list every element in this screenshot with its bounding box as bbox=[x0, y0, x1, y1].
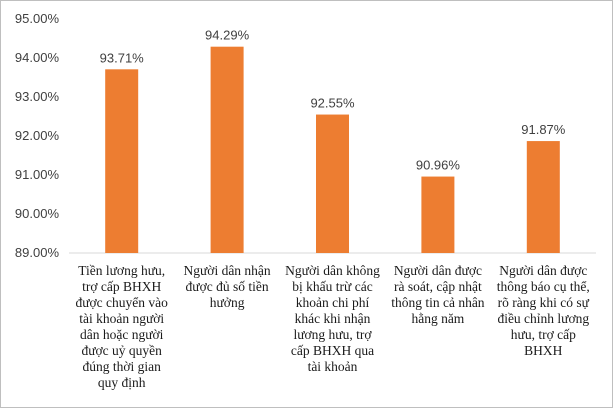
category-label: Tiền lương hưu, trợ cấp BHXH được chuyển… bbox=[75, 263, 168, 390]
category-label: Người dân không bị khấu trừ các khoản ch… bbox=[285, 263, 380, 374]
y-tick-label: 90.00% bbox=[15, 206, 60, 221]
data-label: 90.96% bbox=[416, 158, 461, 173]
bar bbox=[421, 176, 455, 253]
data-label: 93.71% bbox=[100, 50, 145, 65]
bar bbox=[105, 69, 139, 253]
bar bbox=[210, 46, 244, 253]
y-tick-label: 91.00% bbox=[15, 167, 60, 182]
data-label: 92.55% bbox=[310, 96, 355, 111]
y-tick-label: 93.00% bbox=[15, 89, 60, 104]
data-label: 94.29% bbox=[205, 28, 250, 43]
y-tick-label: 89.00% bbox=[15, 245, 60, 260]
y-tick-label: 92.00% bbox=[15, 128, 60, 143]
y-tick-label: 95.00% bbox=[15, 11, 60, 26]
data-label: 91.87% bbox=[521, 122, 566, 137]
category-label: Người dân nhận được đủ số tiền hưởng bbox=[183, 263, 271, 310]
bar bbox=[316, 114, 349, 253]
bar bbox=[526, 141, 560, 253]
y-tick-label: 94.00% bbox=[15, 50, 60, 65]
category-label: Người dân được thông báo cụ thể, rõ ràng… bbox=[496, 263, 590, 358]
category-label: Người dân được rà soát, cập nhật thông t… bbox=[391, 263, 485, 326]
